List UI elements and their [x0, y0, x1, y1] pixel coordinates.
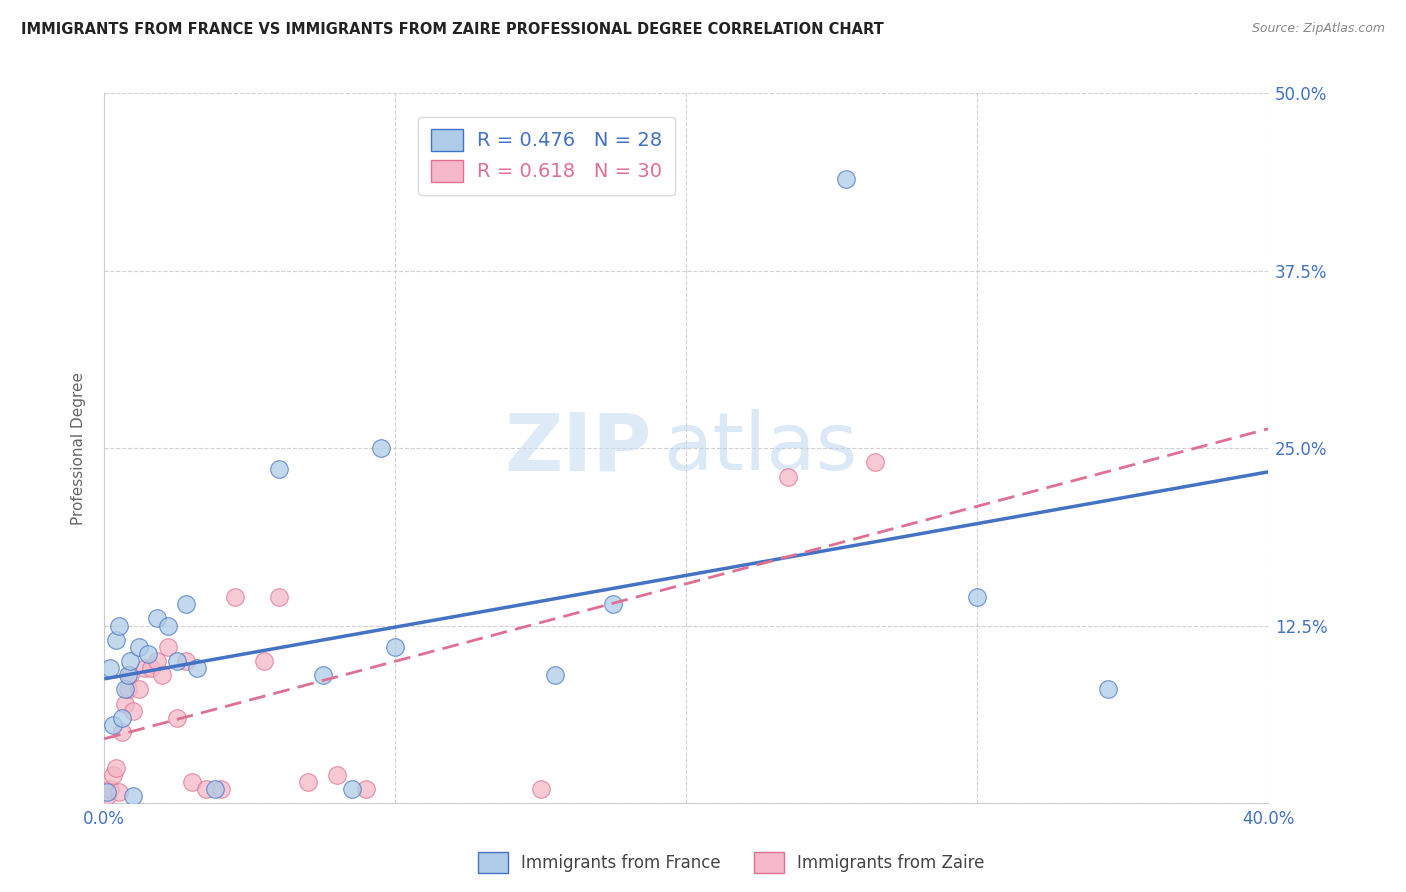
Point [174, 597, 197, 611]
Point [98, 661, 121, 675]
Point [530, 781, 553, 796]
Point [122, 789, 145, 803]
Point [139, 661, 162, 675]
Point [267, 591, 290, 605]
Point [267, 462, 290, 476]
Point [114, 697, 136, 711]
Point [204, 781, 226, 796]
Point [224, 591, 246, 605]
Point [134, 661, 156, 675]
Point [120, 654, 142, 668]
Point [108, 618, 131, 632]
Point [544, 668, 567, 682]
Point [602, 597, 624, 611]
Point [157, 618, 180, 632]
Point [128, 640, 150, 654]
Point [966, 591, 988, 605]
Text: atlas: atlas [664, 409, 858, 487]
Point [1097, 682, 1119, 697]
Point [101, 718, 124, 732]
Point [136, 647, 159, 661]
Point [104, 760, 127, 774]
Point [152, 668, 174, 682]
Legend: Immigrants from France, Immigrants from Zaire: Immigrants from France, Immigrants from … [471, 846, 991, 880]
Point [108, 784, 131, 798]
Point [98, 781, 121, 796]
Text: ZIP: ZIP [505, 409, 651, 487]
Point [128, 682, 150, 697]
Point [117, 668, 139, 682]
Y-axis label: Professional Degree: Professional Degree [72, 372, 86, 524]
Point [145, 611, 167, 625]
Point [354, 781, 377, 796]
Point [180, 774, 202, 789]
Point [209, 781, 232, 796]
Point [835, 171, 858, 186]
Point [145, 654, 167, 668]
Point [104, 632, 127, 647]
Point [101, 767, 124, 781]
Legend: R = 0.476   N = 28, R = 0.618   N = 30: R = 0.476 N = 28, R = 0.618 N = 30 [418, 117, 675, 195]
Point [122, 704, 145, 718]
Point [157, 640, 180, 654]
Point [311, 668, 333, 682]
Point [114, 682, 136, 697]
Point [186, 661, 208, 675]
Point [253, 654, 276, 668]
Point [111, 725, 134, 739]
Text: Source: ZipAtlas.com: Source: ZipAtlas.com [1251, 22, 1385, 36]
Point [96, 789, 118, 803]
Point [370, 441, 392, 455]
Point [111, 711, 134, 725]
Point [120, 668, 142, 682]
Point [384, 640, 406, 654]
Point [195, 781, 218, 796]
Point [340, 781, 363, 796]
Point [297, 774, 319, 789]
Text: IMMIGRANTS FROM FRANCE VS IMMIGRANTS FROM ZAIRE PROFESSIONAL DEGREE CORRELATION : IMMIGRANTS FROM FRANCE VS IMMIGRANTS FRO… [21, 22, 884, 37]
Point [166, 711, 188, 725]
Point [117, 682, 139, 697]
Point [166, 654, 188, 668]
Point [865, 455, 887, 469]
Point [96, 784, 118, 798]
Point [778, 469, 800, 483]
Point [174, 654, 197, 668]
Point [326, 767, 349, 781]
